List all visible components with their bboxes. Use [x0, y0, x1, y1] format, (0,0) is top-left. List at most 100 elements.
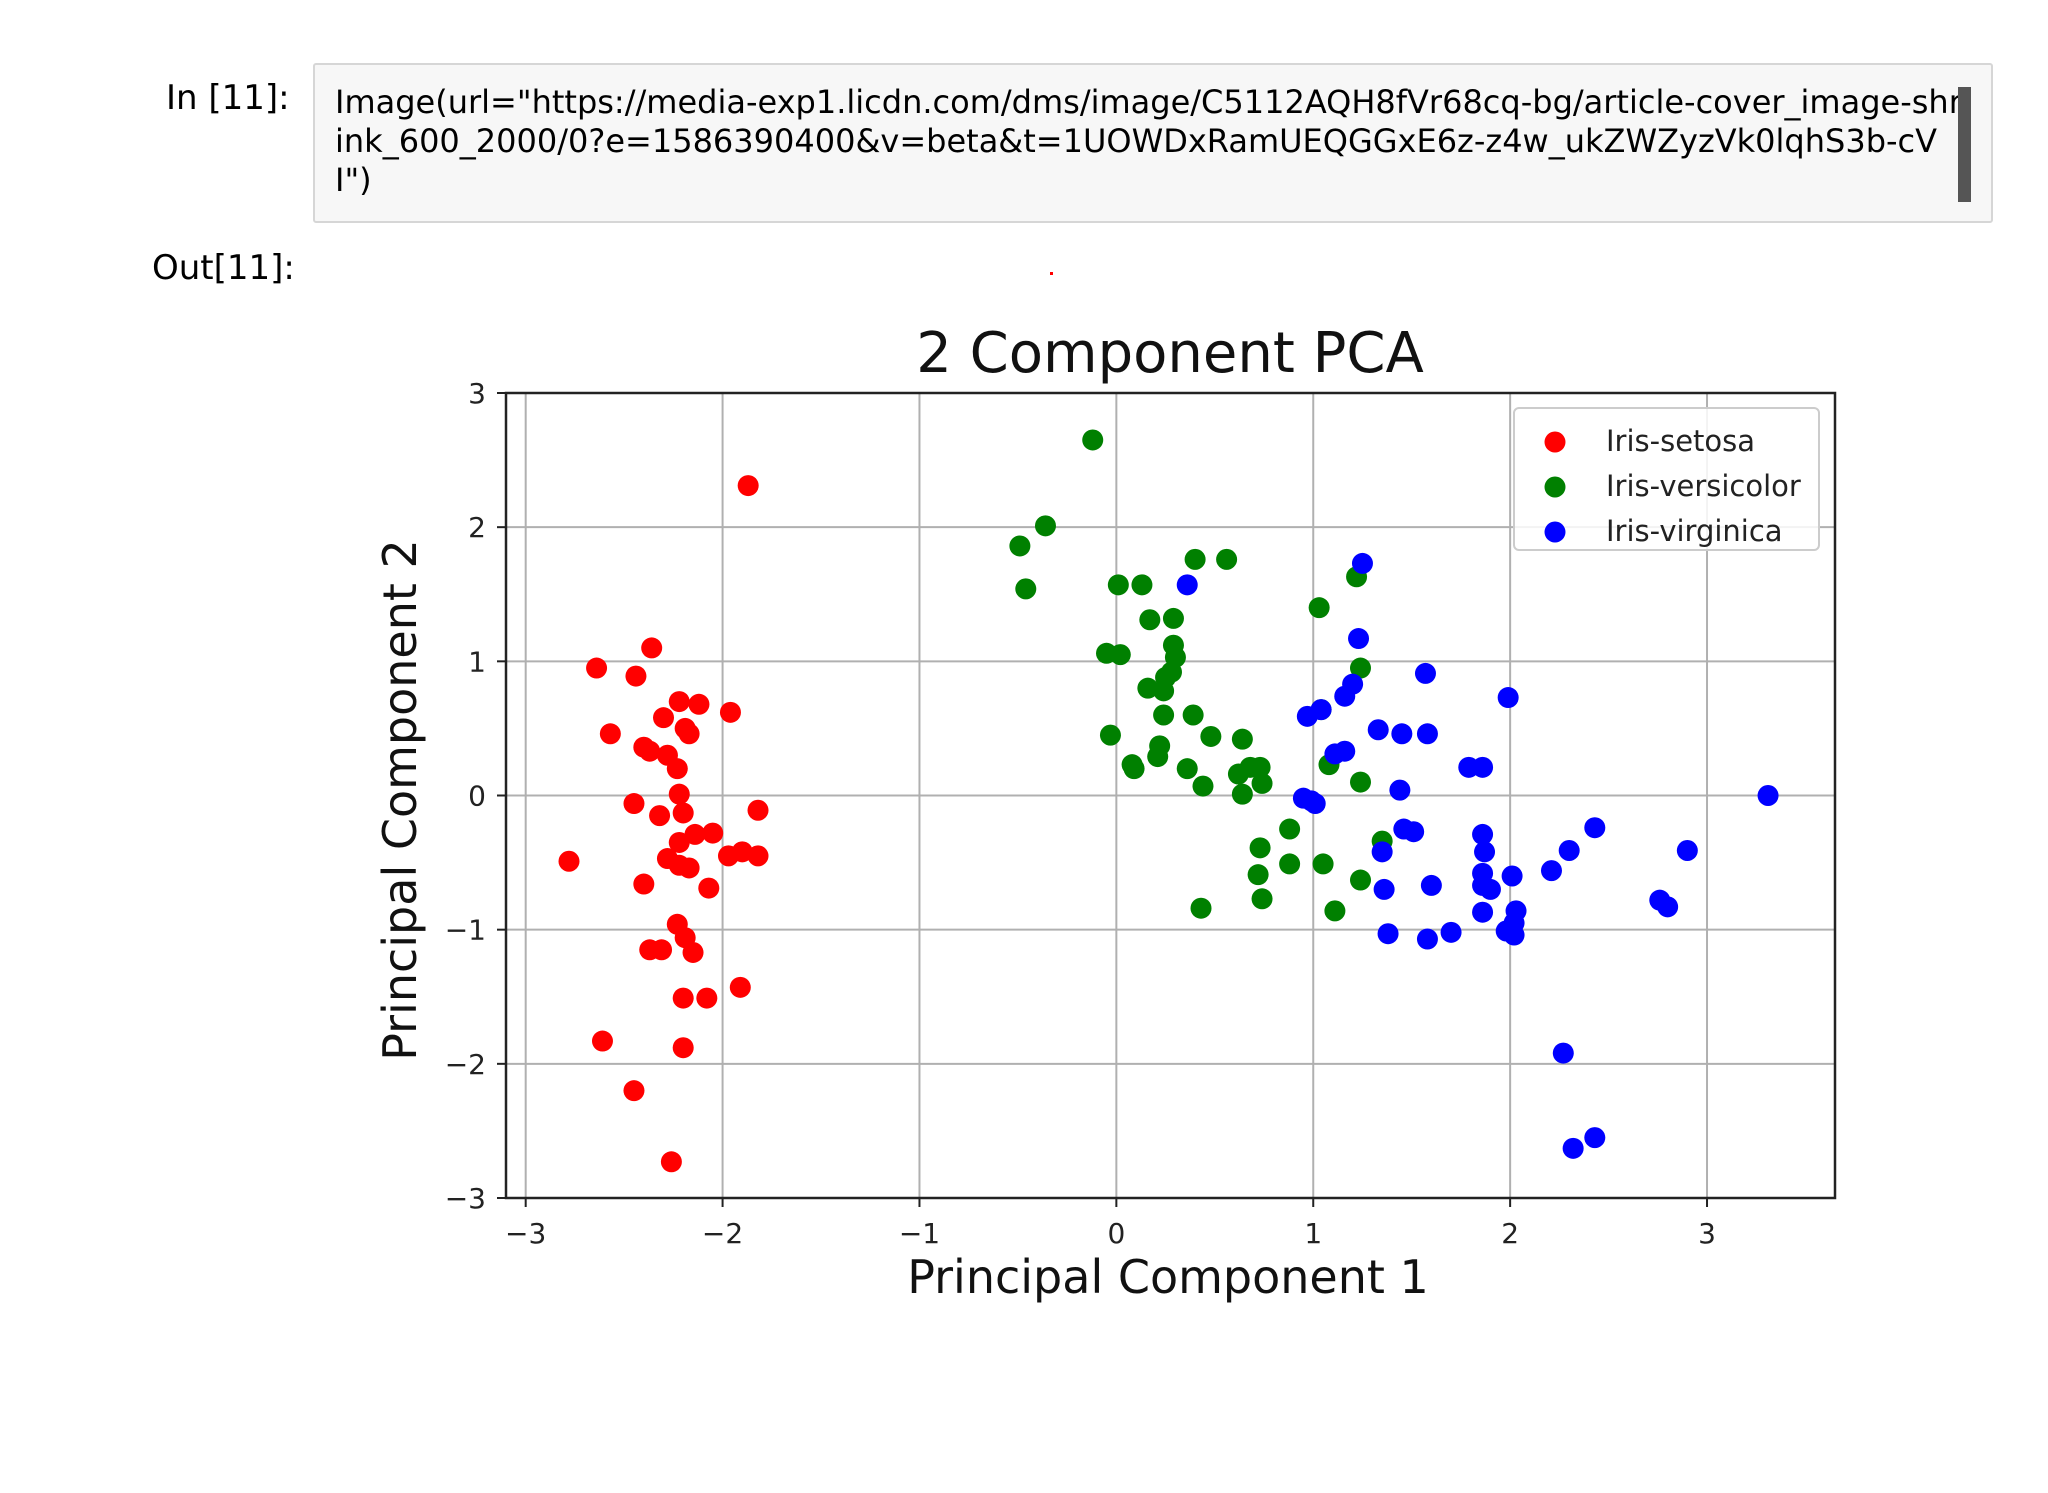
iris-setosa-point — [698, 877, 720, 899]
iris-versicolor-point — [1216, 548, 1238, 570]
iris-virginica-point — [1474, 841, 1496, 863]
code-text[interactable]: Image(url="https://media-exp1.licdn.com/… — [335, 83, 1962, 199]
iris-versicolor-point — [1249, 837, 1271, 859]
iris-virginica-point — [1540, 860, 1562, 882]
iris-setosa-point — [678, 723, 700, 745]
iris-virginica-point — [1414, 662, 1436, 684]
x-tick-label: 0 — [1107, 1217, 1125, 1250]
iris-versicolor-point — [1324, 900, 1346, 922]
iris-versicolor-point — [1231, 783, 1253, 805]
iris-virginica-point — [1367, 719, 1389, 741]
y-tick-label: 3 — [468, 377, 486, 410]
iris-virginica-point — [1416, 723, 1438, 745]
legend-label-iris-virginica: Iris-virginica — [1606, 514, 1783, 548]
iris-virginica-point — [1501, 865, 1523, 887]
iris-setosa-point — [666, 758, 688, 780]
iris-virginica-point — [1416, 928, 1438, 950]
iris-setosa-point — [719, 701, 741, 723]
iris-versicolor-point — [1123, 758, 1145, 780]
iris-virginica-point — [1377, 923, 1399, 945]
iris-setosa-point — [684, 823, 706, 845]
iris-versicolor-point — [1231, 728, 1253, 750]
iris-versicolor-point — [1153, 680, 1175, 702]
legend-marker-iris-versicolor — [1544, 476, 1566, 498]
iris-versicolor-point — [1249, 756, 1271, 778]
x-tick-label: 1 — [1304, 1217, 1322, 1250]
iris-versicolor-point — [1247, 864, 1269, 886]
iris-versicolor-point — [1349, 771, 1371, 793]
iris-versicolor-point — [1153, 704, 1175, 726]
iris-virginica-point — [1584, 1127, 1606, 1149]
iris-virginica-point — [1440, 921, 1462, 943]
x-tick-label: −1 — [899, 1217, 940, 1250]
iris-versicolor-point — [1308, 597, 1330, 619]
iris-virginica-point — [1176, 574, 1198, 596]
iris-setosa-point — [660, 1151, 682, 1173]
iris-virginica-point — [1304, 793, 1326, 815]
output-marker — [1050, 272, 1053, 275]
iris-versicolor-point — [1312, 853, 1334, 875]
iris-setosa-point — [729, 976, 751, 998]
chart-title: 2 Component PCA — [916, 321, 1424, 386]
iris-versicolor-point — [1034, 515, 1056, 537]
iris-setosa-point — [672, 1037, 694, 1059]
iris-setosa-point — [623, 1080, 645, 1102]
axes: −3 −2 −1 0 1 2 3 −3 −2 −1 0 1 2 3 — [445, 377, 1837, 1250]
input-prompt: In [11]: — [166, 78, 290, 118]
iris-versicolor-point — [1190, 897, 1212, 919]
x-tick-label: −3 — [505, 1217, 546, 1250]
iris-versicolor-point — [1099, 724, 1121, 746]
iris-versicolor-point — [1082, 429, 1104, 451]
iris-virginica-point — [1373, 878, 1395, 900]
iris-versicolor-point — [1349, 657, 1371, 679]
iris-virginica-point — [1334, 740, 1356, 762]
iris-versicolor-point — [1182, 704, 1204, 726]
iris-virginica-point — [1334, 685, 1356, 707]
iris-virginica-point — [1472, 901, 1494, 923]
code-cell[interactable]: Image(url="https://media-exp1.licdn.com/… — [313, 63, 1993, 223]
y-tick-label: 0 — [468, 780, 486, 813]
iris-setosa-point — [668, 831, 690, 853]
iris-setosa-point — [641, 637, 663, 659]
iris-versicolor-point — [1251, 888, 1273, 910]
iris-virginica-point — [1558, 840, 1580, 862]
x-tick-label: −2 — [702, 1217, 743, 1250]
iris-virginica-point — [1676, 840, 1698, 862]
legend: Iris-setosa Iris-versicolor Iris-virginica — [1513, 407, 1820, 551]
iris-virginica-point — [1657, 896, 1679, 918]
iris-versicolor-point — [1131, 574, 1153, 596]
iris-setosa-point — [591, 1030, 613, 1052]
y-axis-label: Principal Component 2 — [373, 539, 427, 1061]
iris-setosa-point — [649, 805, 671, 827]
legend-marker-iris-setosa — [1544, 431, 1566, 453]
x-tick-label: 2 — [1501, 1217, 1519, 1250]
iris-setosa-point — [672, 802, 694, 824]
iris-virginica-point — [1403, 821, 1425, 843]
iris-versicolor-point — [1251, 772, 1273, 794]
iris-virginica-point — [1479, 878, 1501, 900]
iris-setosa-point — [747, 799, 769, 821]
iris-setosa-point — [653, 707, 675, 729]
iris-virginica-point — [1472, 756, 1494, 778]
iris-setosa-point — [731, 841, 753, 863]
iris-setosa-point — [668, 783, 690, 805]
iris-versicolor-point — [1200, 725, 1222, 747]
iris-virginica-point — [1503, 924, 1525, 946]
iris-setosa-point — [651, 939, 673, 961]
iris-setosa-point — [672, 987, 694, 1009]
iris-setosa-point — [558, 850, 580, 872]
iris-virginica-point — [1420, 874, 1442, 896]
output-prompt: Out[11]: — [152, 248, 295, 288]
x-axis-label: Principal Component 1 — [907, 1250, 1429, 1304]
iris-versicolor-point — [1139, 609, 1161, 631]
iris-versicolor-point — [1107, 574, 1129, 596]
iris-setosa-point — [747, 845, 769, 867]
iris-setosa-point — [625, 665, 647, 687]
x-tick-label: 3 — [1698, 1217, 1716, 1250]
iris-versicolor-point — [1192, 775, 1214, 797]
iris-versicolor-point — [1015, 578, 1037, 600]
iris-versicolor-point — [1279, 818, 1301, 840]
iris-setosa-point — [688, 693, 710, 715]
iris-setosa-point — [702, 822, 724, 844]
iris-virginica-point — [1389, 779, 1411, 801]
